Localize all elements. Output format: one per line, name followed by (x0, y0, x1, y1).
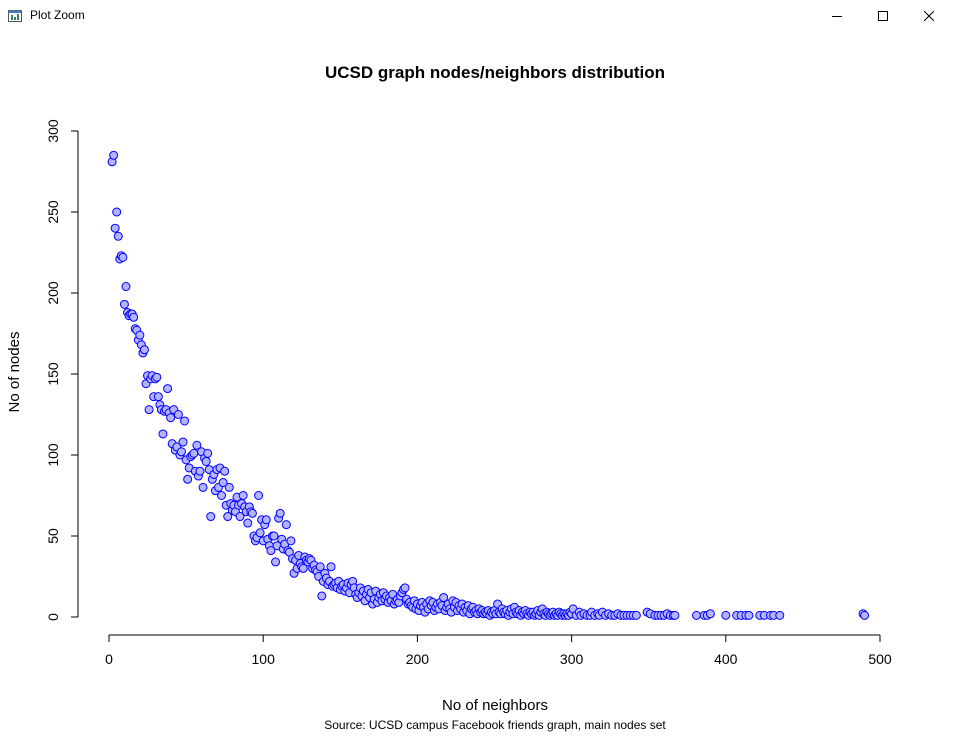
y-tick-label: 200 (45, 281, 61, 305)
data-point (153, 392, 163, 402)
y-tick-label: 50 (45, 528, 61, 544)
data-point (255, 528, 265, 538)
data-point (198, 482, 208, 492)
maximize-icon (878, 11, 888, 21)
data-point (110, 223, 120, 233)
data-point (206, 512, 216, 522)
data-point (775, 610, 785, 620)
data-point (281, 520, 291, 530)
x-tick-label: 0 (105, 651, 113, 667)
data-point (203, 448, 213, 458)
data-point (176, 447, 186, 457)
data-point (183, 474, 193, 484)
y-axis: 0 50 100 150 200 250 300 (45, 119, 79, 621)
data-point (109, 150, 119, 160)
scatter-chart: UCSD graph nodes/neighbors distribution … (6, 63, 892, 732)
x-tick-label: 300 (560, 651, 584, 667)
x-tick-label: 100 (252, 651, 276, 667)
window-titlebar: Plot Zoom (0, 0, 953, 32)
data-point (113, 231, 123, 241)
data-point (129, 312, 139, 322)
data-point (112, 207, 122, 217)
data-point (119, 299, 129, 309)
data-point (721, 610, 731, 620)
data-point (439, 593, 449, 603)
y-axis-label: No of nodes (6, 332, 23, 413)
data-point (275, 508, 285, 518)
data-point (670, 610, 680, 620)
data-point (247, 508, 257, 518)
x-tick-label: 500 (868, 651, 892, 667)
data-point (254, 491, 264, 500)
data-point (152, 372, 162, 382)
data-point (705, 609, 715, 619)
window-title: Plot Zoom (30, 8, 85, 22)
plot-area: UCSD graph nodes/neighbors distribution … (0, 32, 953, 736)
y-tick-label: 150 (45, 362, 61, 386)
x-tick-label: 200 (406, 651, 430, 667)
data-point (317, 591, 327, 601)
data-point (178, 437, 188, 447)
y-tick-label: 100 (45, 443, 61, 467)
data-point (298, 563, 308, 573)
data-point (220, 466, 230, 476)
data-point (144, 405, 154, 415)
minimize-button[interactable] (814, 0, 860, 32)
data-point (235, 512, 245, 522)
data-point (315, 562, 325, 572)
y-tick-label: 250 (45, 200, 61, 224)
data-point (163, 384, 173, 394)
data-point (223, 512, 233, 522)
maximize-button[interactable] (860, 0, 906, 32)
data-point (860, 610, 870, 620)
x-tick-label: 400 (714, 651, 738, 667)
data-point (217, 491, 227, 500)
data-point (744, 610, 754, 620)
data-point (243, 518, 253, 528)
data-point (269, 531, 279, 541)
data-point (631, 610, 641, 620)
data-points (107, 150, 870, 620)
data-point (135, 330, 145, 340)
data-point (201, 456, 211, 466)
plot-window-icon (8, 9, 22, 22)
x-axis-label: No of neighbors (442, 697, 548, 714)
data-point (139, 345, 149, 355)
data-point (400, 583, 410, 593)
data-point (121, 282, 131, 292)
data-point (189, 448, 199, 458)
data-point (266, 546, 276, 556)
data-point (286, 536, 296, 546)
close-icon (924, 11, 934, 21)
data-point (238, 491, 248, 500)
x-axis: 0 100 200 300 400 500 (105, 634, 892, 667)
data-point (261, 515, 271, 525)
chart-title: UCSD graph nodes/neighbors distribution (325, 63, 665, 82)
data-point (180, 416, 190, 426)
data-point (224, 482, 234, 492)
data-point (192, 440, 202, 450)
data-point (166, 413, 176, 423)
chart-caption: Source: UCSD campus Facebook friends gra… (324, 718, 666, 732)
data-point (158, 429, 168, 439)
data-point (218, 478, 228, 488)
data-point (173, 410, 183, 419)
data-point (692, 610, 702, 620)
data-point (195, 466, 205, 476)
data-point (271, 557, 281, 567)
minimize-icon (832, 16, 842, 17)
y-tick-label: 0 (45, 613, 61, 621)
y-tick-label: 300 (45, 119, 61, 143)
data-point (326, 562, 336, 572)
data-point (118, 252, 128, 262)
close-button[interactable] (906, 0, 952, 32)
